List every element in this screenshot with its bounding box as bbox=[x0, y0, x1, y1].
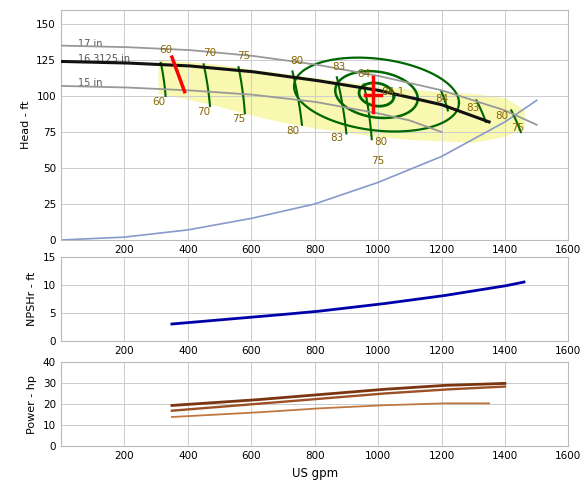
Text: 15 in: 15 in bbox=[78, 78, 103, 88]
Text: 16.3125 in: 16.3125 in bbox=[78, 54, 130, 63]
Text: 75: 75 bbox=[237, 51, 250, 60]
Text: 83: 83 bbox=[332, 62, 345, 72]
Text: 75: 75 bbox=[232, 114, 245, 124]
Text: 80: 80 bbox=[291, 57, 304, 66]
Text: 70: 70 bbox=[203, 48, 216, 58]
Text: 84: 84 bbox=[435, 94, 448, 104]
Text: 70: 70 bbox=[197, 107, 210, 117]
Text: 83: 83 bbox=[330, 133, 343, 143]
Text: 17 in: 17 in bbox=[78, 39, 103, 49]
X-axis label: US gpm: US gpm bbox=[292, 467, 338, 480]
Text: 60: 60 bbox=[153, 97, 166, 107]
Text: 83: 83 bbox=[467, 103, 480, 112]
Text: 75: 75 bbox=[511, 123, 524, 132]
Polygon shape bbox=[160, 61, 524, 142]
Y-axis label: Power - hp: Power - hp bbox=[27, 375, 37, 434]
Y-axis label: Head - ft: Head - ft bbox=[21, 101, 31, 149]
Text: 60: 60 bbox=[159, 45, 172, 55]
Y-axis label: NPSHr - ft: NPSHr - ft bbox=[27, 272, 37, 326]
Text: 80: 80 bbox=[495, 111, 508, 121]
Text: 84: 84 bbox=[357, 70, 371, 79]
Text: 80: 80 bbox=[286, 126, 299, 135]
Text: 84.1: 84.1 bbox=[381, 87, 404, 96]
Text: 75: 75 bbox=[371, 156, 385, 166]
Text: 80: 80 bbox=[375, 137, 388, 147]
